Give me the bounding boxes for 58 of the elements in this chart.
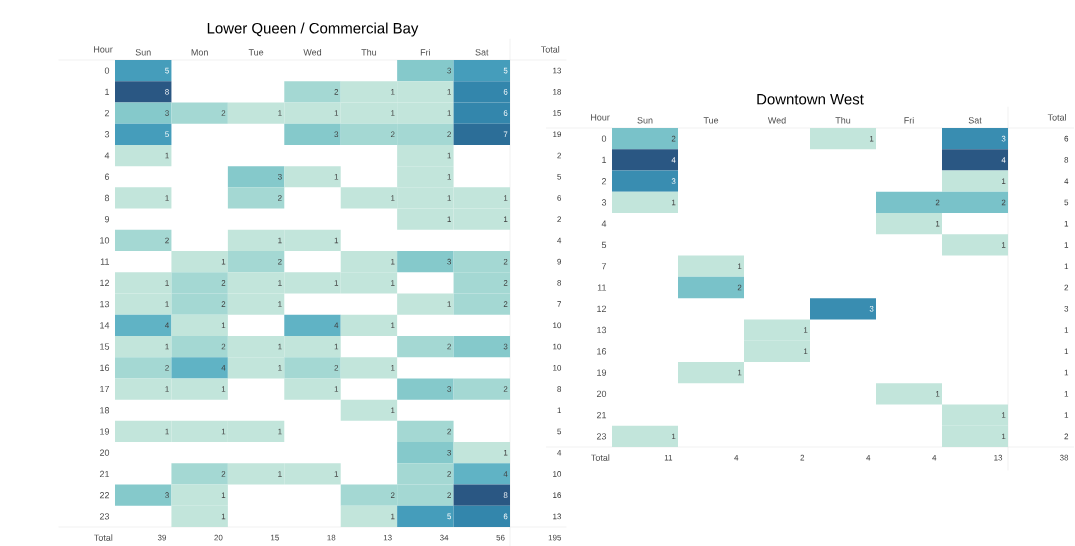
y-tick-label: 21	[99, 470, 110, 478]
x-tick-label: Wed	[303, 48, 322, 56]
y-tick-label: 18	[100, 407, 110, 414]
y-tick-label: 21	[596, 411, 607, 419]
text: Total	[591, 454, 610, 461]
y-axis-title: Hour	[591, 114, 610, 121]
y-tick-label: 3	[104, 131, 110, 138]
y-tick-label: 15	[100, 343, 110, 350]
y-tick-label: 11	[597, 284, 607, 291]
y-tick-label: 22	[99, 492, 110, 499]
y-tick-label: 12	[597, 305, 607, 312]
x-tick-label: Thu	[835, 116, 851, 124]
x-tick-label: Sat	[475, 49, 489, 56]
y-tick-label: 5	[601, 241, 607, 249]
y-tick-label: 2	[104, 109, 110, 117]
y-tick-label: 13	[100, 300, 110, 308]
y-tick-label: 19	[597, 369, 607, 376]
y-tick-label: 16	[100, 364, 110, 371]
y-tick-label: 11	[100, 258, 110, 265]
x-tick-label: Sun	[637, 117, 653, 124]
y-tick-label: 23	[596, 433, 607, 440]
y-tick-label: 4	[601, 220, 607, 227]
y-tick-label: 23	[99, 513, 110, 520]
x-tick-label: Fri	[904, 116, 914, 124]
y-tick-label: 0	[601, 135, 607, 142]
y-tick-label: 13	[597, 326, 607, 334]
y-tick-label: 0	[104, 67, 110, 74]
x-tick-label: Fri	[420, 48, 430, 56]
y-axis-title: Hour	[94, 46, 113, 53]
x-tick-label: Sat	[968, 117, 982, 124]
y-tick-label: 16	[597, 348, 607, 355]
y-tick-label: 8	[104, 194, 110, 202]
y-tick-label: 10	[100, 237, 110, 244]
x-tick-label: Thu	[361, 48, 377, 56]
y-tick-label: 12	[100, 279, 110, 287]
x-tick-label: Sun	[135, 49, 151, 56]
y-tick-label: 2	[601, 178, 607, 185]
y-tick-label: 1	[105, 88, 110, 95]
y-tick-label: 17	[100, 385, 110, 393]
y-tick-label: 7	[601, 263, 607, 270]
x-tick-label: Wed	[767, 116, 786, 124]
y2-axis-title: Total	[1047, 114, 1066, 121]
chart-title: Downtown West	[757, 94, 864, 105]
y-tick-label: 20	[596, 390, 607, 398]
y-tick-label: 6	[104, 173, 110, 180]
y-tick-label: 19	[100, 428, 110, 435]
y-tick-label: 9	[104, 216, 110, 223]
y-tick-label: 14	[100, 322, 110, 329]
y-tick-label: 4	[104, 152, 110, 159]
x-tick-label: Tue	[703, 117, 719, 124]
y-tick-label: 1	[602, 156, 607, 163]
y-tick-label: 20	[99, 449, 110, 456]
y-tick-label: 3	[601, 199, 607, 206]
chart-title: Lower Queen / Commercial Bay	[207, 22, 419, 37]
x-tick-label: Mon	[191, 49, 208, 56]
text: Total	[94, 534, 113, 541]
y2-axis-title: Total	[540, 46, 560, 53]
x-tick-label: Tue	[248, 49, 264, 56]
